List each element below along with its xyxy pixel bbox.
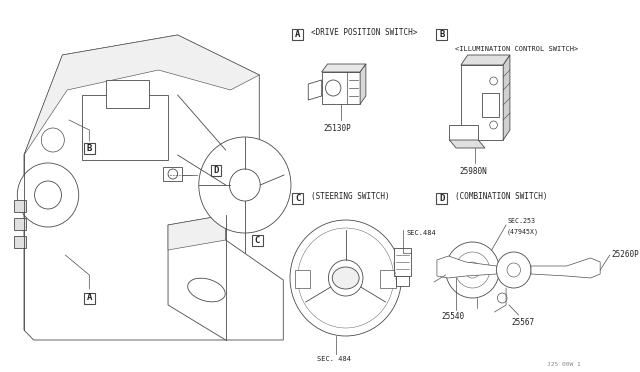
Ellipse shape: [332, 267, 359, 289]
Circle shape: [455, 252, 490, 288]
Circle shape: [290, 220, 401, 336]
Text: C: C: [255, 235, 260, 244]
Text: 25540: 25540: [442, 312, 465, 321]
Polygon shape: [461, 55, 510, 65]
Circle shape: [445, 242, 499, 298]
Bar: [106, 80, 149, 108]
Polygon shape: [308, 80, 322, 100]
Text: (COMBINATION SWITCH): (COMBINATION SWITCH): [455, 192, 548, 201]
Bar: [82, 95, 168, 160]
Polygon shape: [168, 215, 284, 340]
Circle shape: [326, 80, 341, 96]
Polygon shape: [322, 64, 366, 72]
Bar: [84, 292, 95, 304]
Bar: [15, 218, 26, 230]
Text: SEC.253: SEC.253: [507, 218, 535, 224]
Polygon shape: [531, 258, 600, 278]
Bar: [84, 142, 95, 154]
Bar: [211, 164, 221, 176]
Text: 25980N: 25980N: [459, 167, 487, 176]
Polygon shape: [24, 35, 259, 155]
Bar: [163, 167, 182, 181]
Polygon shape: [449, 140, 485, 148]
Text: B: B: [86, 144, 92, 153]
Circle shape: [497, 293, 507, 303]
Polygon shape: [322, 72, 360, 104]
Circle shape: [328, 260, 363, 296]
Circle shape: [42, 128, 65, 152]
Bar: [15, 236, 26, 248]
Bar: [436, 29, 447, 39]
Text: J25 00W 1: J25 00W 1: [547, 362, 581, 367]
Text: B: B: [439, 29, 444, 38]
Text: D: D: [213, 166, 219, 174]
Bar: [482, 93, 499, 117]
Polygon shape: [394, 248, 411, 276]
Polygon shape: [461, 65, 503, 140]
Bar: [15, 200, 26, 212]
Polygon shape: [503, 55, 510, 140]
Polygon shape: [168, 215, 226, 250]
Circle shape: [465, 262, 480, 278]
Bar: [252, 234, 262, 246]
Polygon shape: [449, 125, 478, 140]
Text: SEC.484: SEC.484: [406, 230, 436, 236]
Circle shape: [17, 163, 79, 227]
Circle shape: [507, 263, 520, 277]
Text: A: A: [295, 29, 300, 38]
Text: D: D: [439, 193, 444, 202]
Circle shape: [298, 228, 394, 328]
Polygon shape: [360, 64, 366, 104]
Text: (STEERING SWITCH): (STEERING SWITCH): [311, 192, 390, 201]
Bar: [292, 192, 303, 203]
Circle shape: [35, 181, 61, 209]
Text: C: C: [295, 193, 300, 202]
Polygon shape: [380, 270, 396, 288]
Text: <ILLUMINATION CONTROL SWITCH>: <ILLUMINATION CONTROL SWITCH>: [455, 46, 579, 52]
Polygon shape: [295, 270, 310, 288]
Circle shape: [168, 169, 178, 179]
Polygon shape: [396, 276, 409, 286]
Text: (47945X): (47945X): [507, 228, 539, 234]
Text: 25567: 25567: [512, 318, 535, 327]
Circle shape: [230, 169, 260, 201]
Text: 25260P: 25260P: [612, 250, 639, 259]
Bar: [436, 192, 447, 203]
Circle shape: [199, 137, 291, 233]
Circle shape: [490, 77, 497, 85]
Text: 25130P: 25130P: [324, 124, 351, 133]
Text: SEC. 484: SEC. 484: [317, 356, 351, 362]
Ellipse shape: [188, 278, 225, 302]
Polygon shape: [437, 256, 497, 278]
Text: <DRIVE POSITION SWITCH>: <DRIVE POSITION SWITCH>: [311, 28, 417, 37]
Text: A: A: [86, 294, 92, 302]
Polygon shape: [24, 35, 259, 340]
Circle shape: [497, 252, 531, 288]
Circle shape: [490, 121, 497, 129]
Bar: [292, 29, 303, 39]
